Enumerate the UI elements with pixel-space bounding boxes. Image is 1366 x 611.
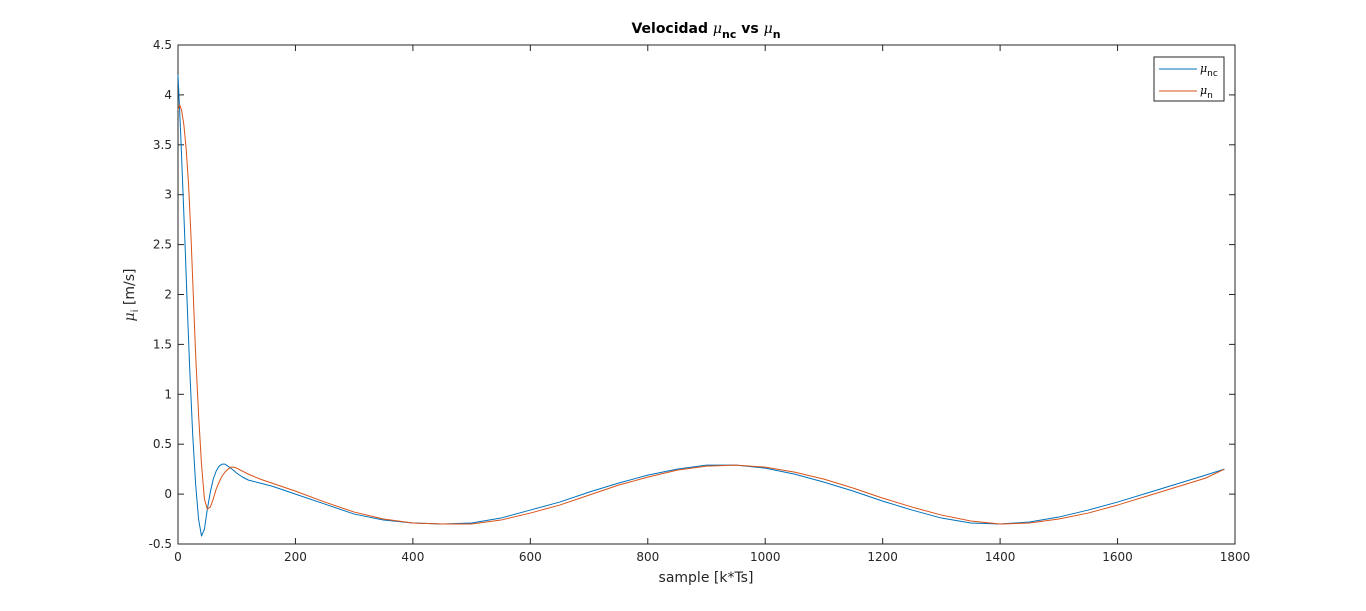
legend-mu-nc-sym: μ [1200,62,1207,75]
chart-title-sub-1: nc [722,28,736,41]
legend-label-mu-nc: μnc [1200,62,1218,79]
y-tick-label: 3.5 [153,138,172,152]
tick-marks [177,44,1236,545]
legend-mu-nc-sub: nc [1207,69,1218,79]
x-tick-label: 0 [174,550,182,564]
y-tick-label: 2 [164,288,172,302]
chart-title-mu-1: μ [713,21,722,37]
y-axis-label-sub: i [130,310,141,313]
x-axis-label: sample [k*Ts] [659,570,754,586]
x-tick-label: 600 [519,550,542,564]
series-line-mu-nc [177,74,1225,537]
y-axis-label-mu: μ [122,312,138,321]
axes-box [177,44,1236,545]
y-tick-label: -0.5 [149,537,172,551]
x-tick-label: 1800 [1220,550,1251,564]
y-tick-label: 4.5 [153,38,172,52]
legend-mu-n-sub: n [1207,91,1213,101]
x-tick-label: 1600 [1102,550,1133,564]
x-tick-label: 400 [401,550,424,564]
y-axis-label-unit: [m/s] [122,269,138,310]
y-tick-label: 2.5 [153,238,172,252]
legend: μnc μn [1153,56,1225,102]
y-tick-label: 4 [164,88,172,102]
x-tick-label: 1200 [867,550,898,564]
series-line-mu-n [177,104,1225,525]
y-tick-label: 1.5 [153,337,172,351]
chart-title-sub-2: n [773,28,781,41]
chart-title-mu-2: μ [764,21,773,37]
legend-mu-n-sym: μ [1200,84,1207,97]
x-tick-label: 1400 [985,550,1016,564]
x-tick-label: 200 [284,550,307,564]
y-tick-label: 3 [164,188,172,202]
legend-label-mu-n: μn [1200,84,1213,101]
y-axis-label: μi [m/s] [122,269,141,322]
chart-title-prefix: Velocidad [631,21,712,37]
x-tick-label: 1000 [750,550,781,564]
x-tick-label: 800 [636,550,659,564]
y-tick-label: 1 [164,387,172,401]
x-tick-labels: 0 200 400 600 800 1000 1200 1400 1600 1800 [174,550,1250,564]
series-lines [177,74,1225,537]
y-tick-label: 0.5 [153,437,172,451]
plot-area: 0 200 400 600 800 1000 1200 1400 1600 1800 -0.500… [149,38,1251,564]
legend-box [1153,56,1225,102]
chart-title-mid: vs [736,21,763,37]
y-tick-labels: -0.5 0 0.5 1 1.5 2 2.5 3 3.5 4 4.5 [149,38,172,551]
y-tick-label: 0 [164,487,172,501]
chart-title: Velocidad μnc vs μn [631,21,780,41]
